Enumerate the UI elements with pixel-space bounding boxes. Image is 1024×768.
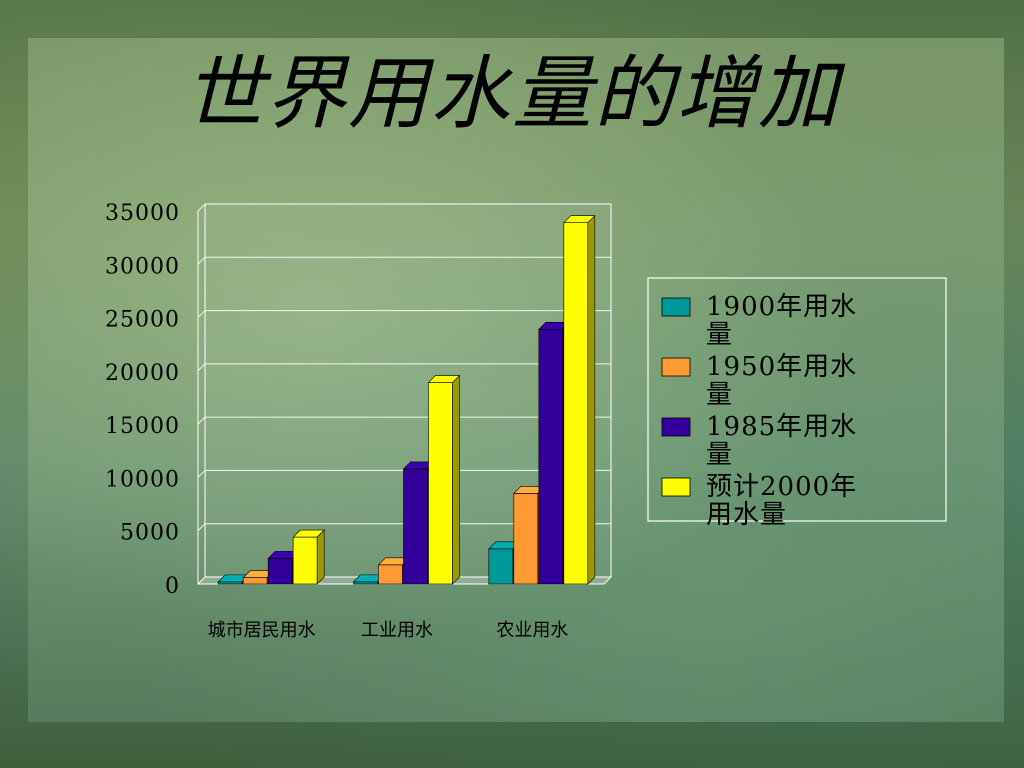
y-tick-label: 15000 xyxy=(105,414,180,439)
legend-label: 1985年用水 xyxy=(706,412,857,442)
gridline-side xyxy=(197,203,206,212)
bar xyxy=(428,382,453,585)
legend-label: 1950年用水 xyxy=(706,352,857,382)
gridline-side xyxy=(197,256,206,265)
gridline-side xyxy=(197,416,206,425)
legend-label: 用水量 xyxy=(706,500,787,530)
bar xyxy=(292,536,318,585)
legend-box xyxy=(647,277,947,522)
y-tick-label: 0 xyxy=(165,574,180,599)
gridline-side xyxy=(197,310,206,318)
legend-label: 预计2000年 xyxy=(706,472,857,502)
bar xyxy=(267,558,293,585)
legend-label: 量 xyxy=(706,380,733,410)
y-tick-label: 35000 xyxy=(105,201,180,226)
bar-side xyxy=(452,374,460,585)
y-tick-label: 20000 xyxy=(105,361,180,386)
bar-side xyxy=(587,214,596,585)
gridline-side xyxy=(197,470,206,478)
bar-side xyxy=(316,529,325,585)
y-tick-label: 30000 xyxy=(105,254,180,279)
legend-swatch xyxy=(661,417,691,437)
bar xyxy=(563,222,589,585)
plot-back-wall xyxy=(205,204,611,577)
x-tick-label: 农业用水 xyxy=(496,620,568,641)
bar xyxy=(538,328,564,585)
bar xyxy=(403,468,428,585)
legend-label: 量 xyxy=(706,440,733,470)
legend-label: 量 xyxy=(706,320,733,350)
y-tick-label: 25000 xyxy=(105,308,180,333)
bar xyxy=(513,493,539,585)
bar xyxy=(242,577,268,585)
bar xyxy=(488,548,514,585)
bar xyxy=(378,564,403,585)
gridline-side xyxy=(197,523,206,532)
x-tick-label: 工业用水 xyxy=(361,620,433,641)
legend-label: 1900年用水 xyxy=(706,292,857,322)
bar xyxy=(353,581,378,585)
y-tick-label: 5000 xyxy=(120,521,180,546)
slide-title: 世界用水量的增加 xyxy=(184,47,840,140)
gridline-side xyxy=(197,363,206,372)
legend-swatch xyxy=(661,357,691,377)
bar xyxy=(217,581,243,585)
slide-panel xyxy=(28,38,1004,722)
x-tick-label: 城市居民用水 xyxy=(208,620,316,641)
legend-swatch xyxy=(661,297,691,317)
legend-swatch xyxy=(661,477,691,497)
y-tick-label: 10000 xyxy=(105,467,180,492)
